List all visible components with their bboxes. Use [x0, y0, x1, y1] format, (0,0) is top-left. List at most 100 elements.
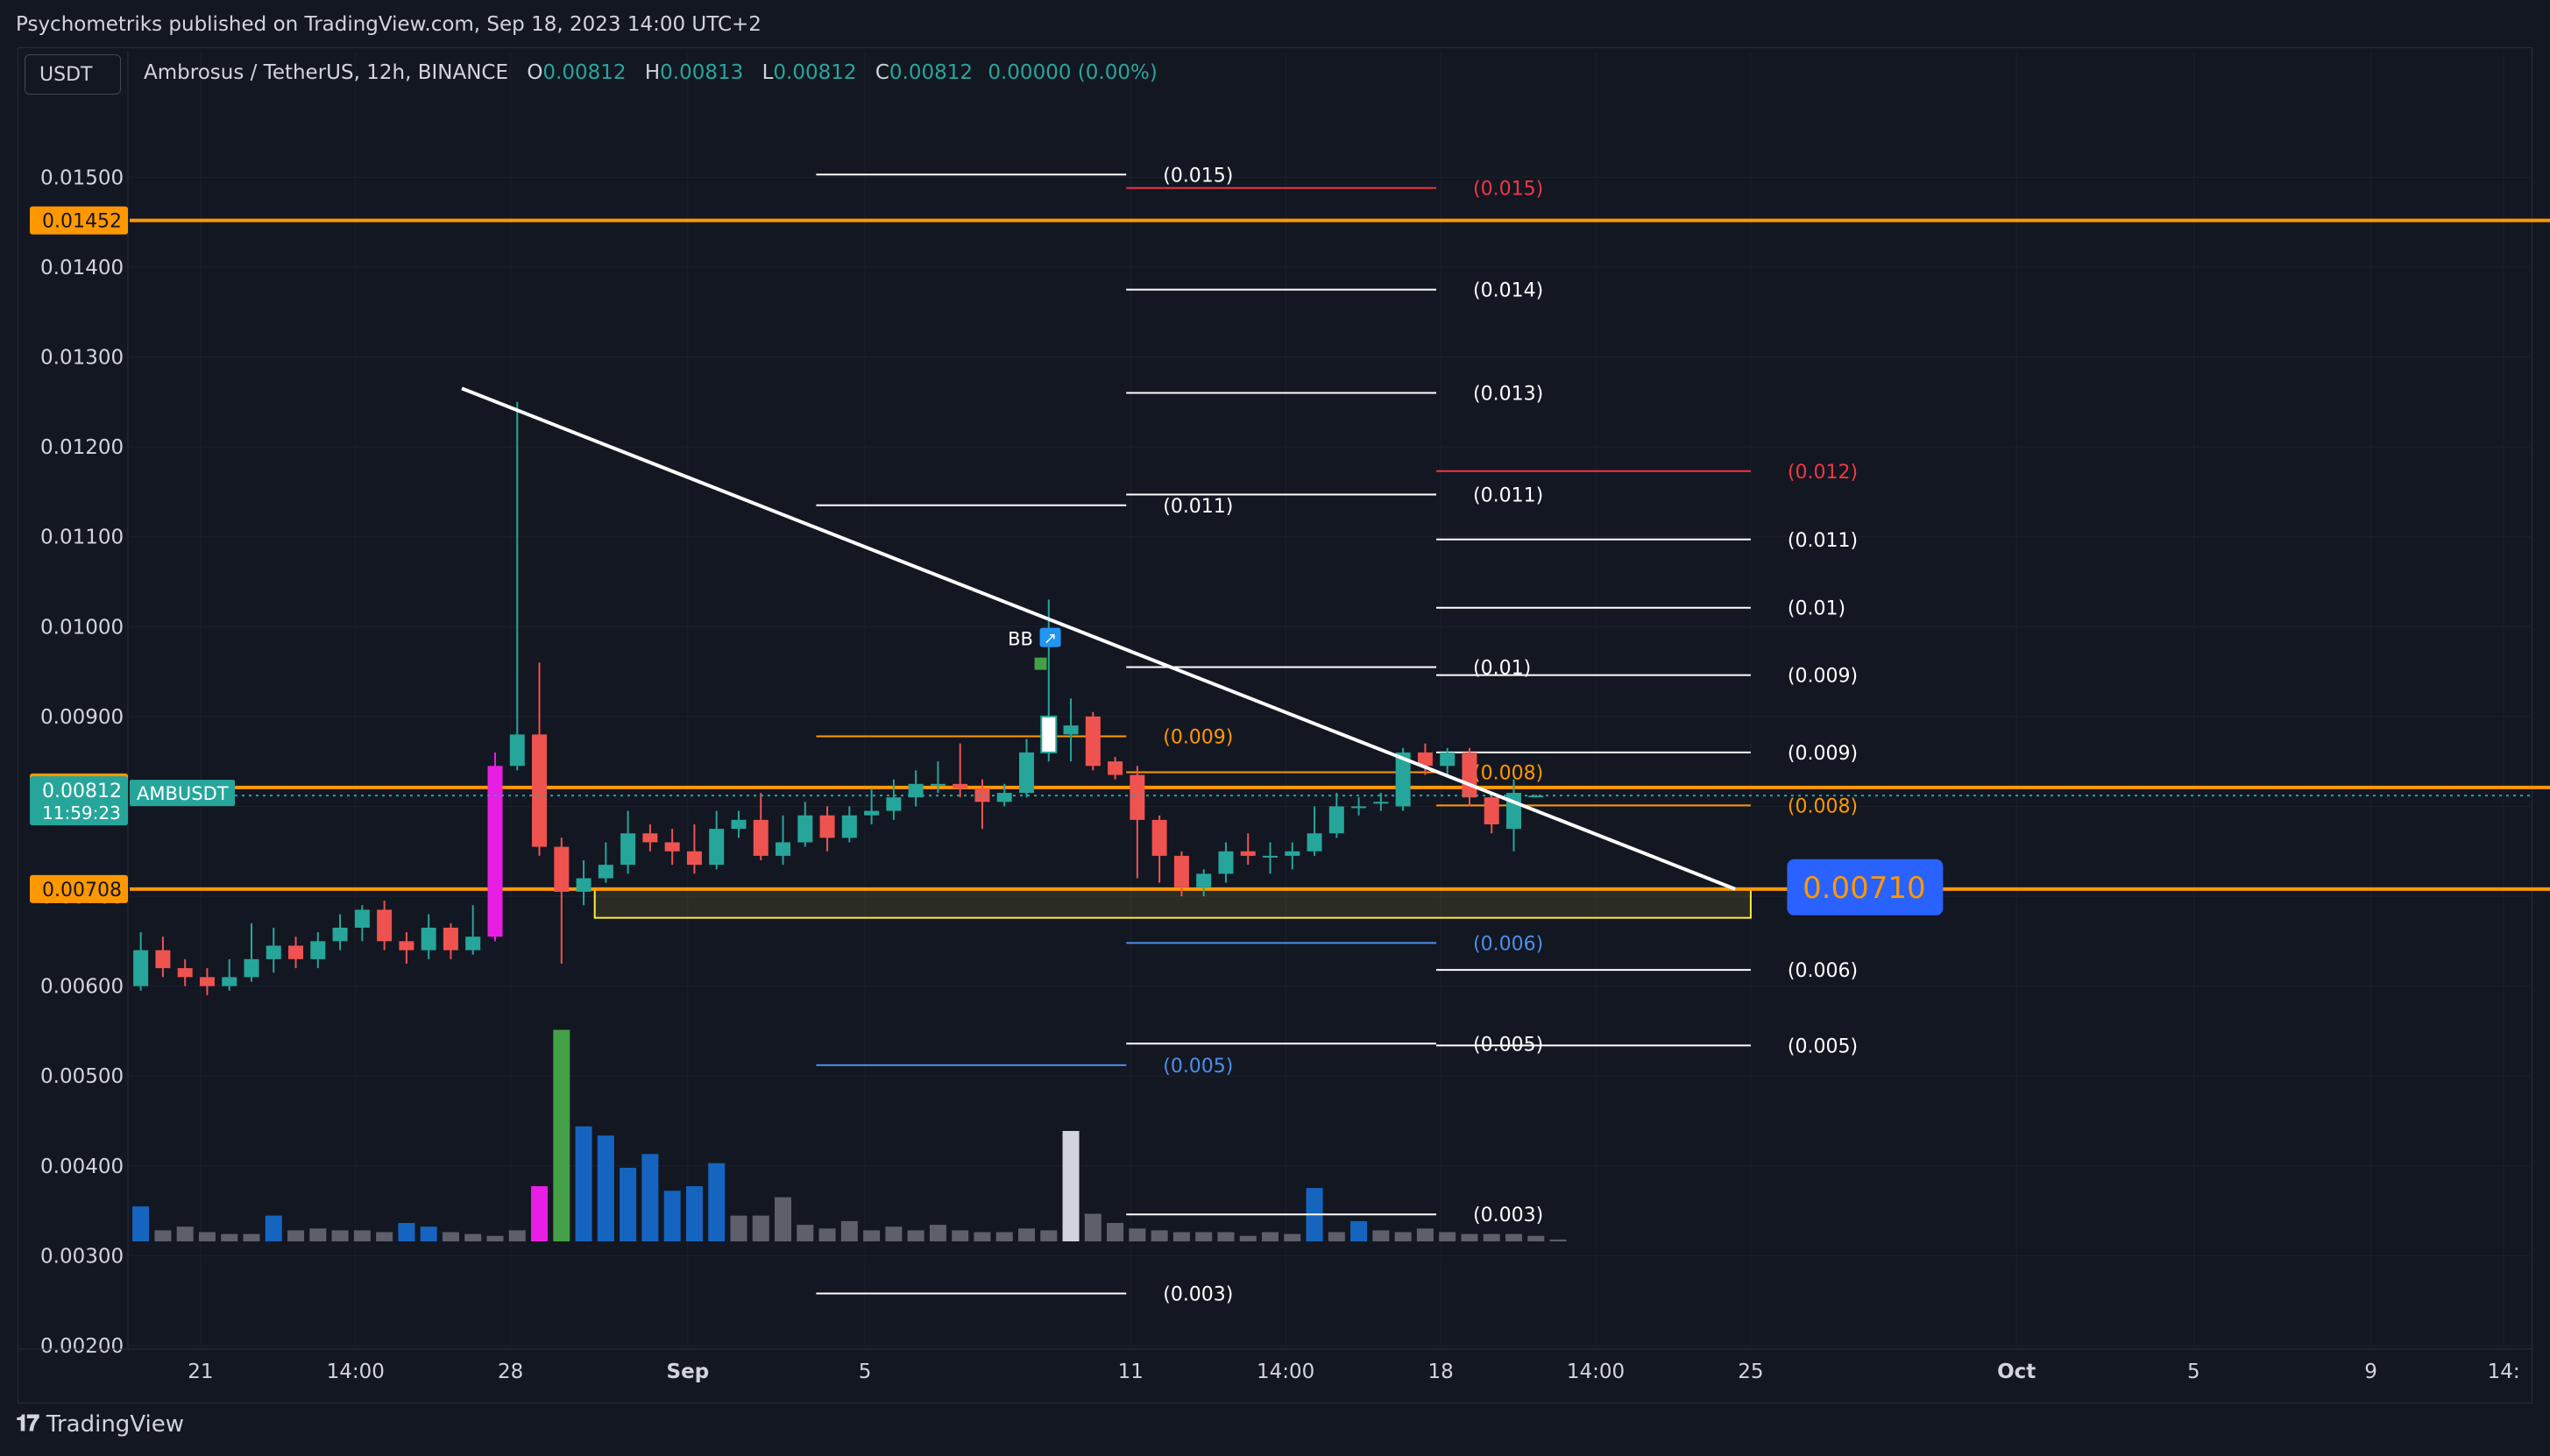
volume-bar	[1239, 1235, 1257, 1241]
y-tick-label: 0.01000	[40, 616, 124, 639]
target-price-badge[interactable]	[1787, 859, 1944, 915]
candle-body	[1108, 761, 1123, 775]
candle-body	[1019, 752, 1035, 794]
candle-body	[222, 977, 237, 986]
candle-body	[797, 815, 813, 843]
footer-bar	[0, 1403, 2550, 1456]
volume-bar	[309, 1228, 327, 1241]
volume-bar	[1129, 1228, 1146, 1241]
target-price-label: 0.00710	[1803, 871, 1926, 906]
x-tick-label: 9	[2364, 1361, 2377, 1383]
candle-body	[465, 937, 481, 951]
demand-zone[interactable]	[593, 887, 1752, 919]
candle-body	[664, 842, 680, 852]
candle-body	[1373, 802, 1389, 804]
candle-body	[642, 833, 658, 843]
volume-bar	[620, 1168, 637, 1241]
currency-button[interactable]: USDT	[25, 54, 121, 95]
countdown-label: 11:59:23	[42, 802, 121, 823]
volume-bar	[952, 1230, 969, 1241]
symbol-tag	[130, 780, 235, 807]
volume-bar	[398, 1223, 415, 1241]
candle-body	[996, 793, 1012, 802]
volume-bar	[708, 1163, 726, 1241]
x-tick-label: 5	[2187, 1361, 2200, 1383]
volume-bar	[353, 1230, 371, 1241]
candle-body	[266, 945, 281, 959]
y-tick-label: 0.00200	[40, 1335, 124, 1358]
candle-body	[1130, 774, 1145, 820]
candle-body	[1307, 833, 1322, 852]
candle-body	[133, 950, 149, 986]
volume-bar	[1416, 1228, 1434, 1241]
signal-label: BB	[1008, 629, 1033, 650]
candle-body	[199, 977, 215, 986]
target-label: (0.009)	[1163, 726, 1233, 748]
target-label: (0.014)	[1473, 280, 1543, 302]
x-tick-label: Sep	[667, 1361, 710, 1383]
candle-body	[886, 797, 902, 811]
signal-icon[interactable]	[1039, 627, 1061, 647]
volume-bar	[1328, 1232, 1345, 1241]
y-tick-label: 0.00300	[40, 1245, 124, 1268]
candle-body	[731, 819, 747, 830]
volume-bar	[907, 1230, 924, 1241]
volume-bar	[1527, 1235, 1545, 1241]
candle-body	[1063, 725, 1079, 735]
candle-body	[1263, 855, 1279, 858]
volume-bar	[154, 1230, 172, 1241]
volume-bar	[885, 1226, 903, 1241]
volume-bar	[1483, 1233, 1500, 1241]
candle-body	[1328, 806, 1344, 834]
currency-button-label: USDT	[39, 63, 93, 86]
ohlc-legend: Ambrosus / TetherUS, 12h, BINANCE O0.008…	[144, 61, 1158, 84]
candle-body	[620, 833, 636, 866]
x-tick-label: 14:00	[1567, 1361, 1625, 1383]
ohlc-h-label: H	[644, 61, 661, 84]
tradingview-logo[interactable]: 𝟏𝟕 TradingView	[16, 1410, 184, 1438]
x-tick-label: 11	[1118, 1361, 1144, 1383]
ohlc-c-label: C	[875, 61, 889, 84]
volume-bar	[797, 1225, 814, 1241]
support-708-badge-label: 0.00708	[42, 880, 122, 901]
x-tick-label: 14:00	[327, 1361, 385, 1383]
volume-bar	[863, 1230, 881, 1241]
candle-body	[1218, 851, 1234, 874]
volume-bar	[1394, 1232, 1412, 1241]
candle-body	[908, 783, 924, 798]
candle-body	[1173, 855, 1189, 887]
candle-body	[753, 819, 769, 856]
target-label: (0.009)	[1788, 666, 1858, 688]
target-label: (0.011)	[1788, 530, 1858, 552]
tradingview-icon: 𝟏𝟕	[16, 1410, 39, 1437]
candle-body	[509, 734, 525, 767]
candle-body	[576, 878, 591, 892]
volume-bar	[287, 1230, 305, 1241]
ohlc-open: 0.00812	[542, 61, 627, 84]
volume-bar	[1549, 1239, 1567, 1241]
y-tick-label: 0.00600	[40, 976, 124, 999]
volume-bar	[1461, 1233, 1478, 1241]
volume-bar	[531, 1186, 549, 1241]
volume-bar	[176, 1226, 194, 1241]
volume-bar	[974, 1232, 991, 1241]
volume-bar	[331, 1230, 349, 1241]
candle-body	[1040, 715, 1058, 753]
candle-body	[288, 945, 304, 959]
candle-body	[310, 941, 326, 959]
trendline[interactable]	[461, 386, 1736, 891]
price-chart[interactable]: 0.01500 0.01400 0.01300 0.01200 0.01100 0.010…	[0, 0, 2550, 1403]
candle-body	[1351, 806, 1367, 809]
ohlc-o-label: O	[527, 61, 543, 84]
volume-bar	[1439, 1232, 1456, 1241]
publish-header: Psychometriks published on TradingView.c…	[0, 0, 2550, 51]
x-tick-label: 5	[859, 1361, 872, 1383]
ohlc-l-label: L	[761, 61, 774, 84]
volume-bar	[685, 1186, 703, 1241]
target-label: (0.01)	[1473, 657, 1531, 679]
brand-name: TradingView	[46, 1410, 185, 1438]
candle-body	[776, 842, 791, 856]
candle-body	[399, 941, 414, 951]
target-label: (0.005)	[1788, 1035, 1858, 1057]
candle-body	[930, 783, 946, 786]
